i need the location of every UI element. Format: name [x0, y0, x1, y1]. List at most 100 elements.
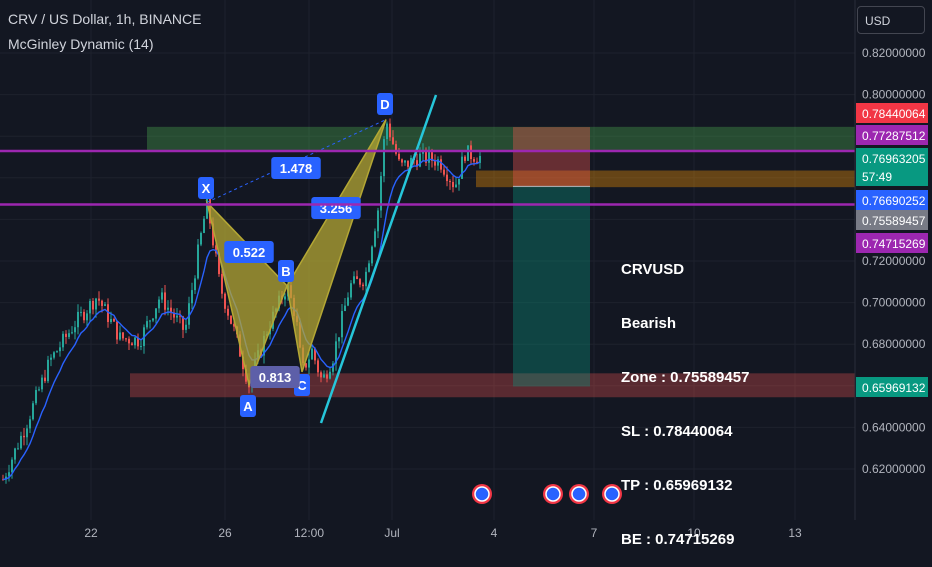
- candle-body: [329, 371, 331, 379]
- candle-body: [122, 332, 124, 339]
- candle-body: [359, 279, 361, 285]
- event-flag-inner: [571, 486, 587, 502]
- candle-body: [86, 313, 88, 321]
- candle-body: [473, 159, 475, 162]
- point-label-a: A: [243, 399, 253, 414]
- candle-body: [32, 403, 34, 420]
- ratio-label-bcd: 3.256: [320, 201, 353, 216]
- candle-body: [227, 308, 229, 316]
- candle-body: [89, 301, 91, 314]
- point-label-c: C: [297, 378, 307, 393]
- price-label: 0.76690252: [862, 194, 926, 208]
- point-label-x: X: [202, 181, 211, 196]
- candle-body: [395, 144, 397, 154]
- candle-body: [5, 476, 7, 480]
- candle-body: [56, 351, 58, 353]
- candle-body: [440, 159, 442, 170]
- candle-body: [44, 377, 46, 382]
- candle-body: [188, 303, 190, 325]
- candle-body: [416, 160, 418, 167]
- note-line: CRVUSD: [621, 261, 685, 278]
- candle-body: [95, 298, 97, 310]
- candle-body: [368, 263, 370, 272]
- price-label: 0.78440064: [862, 107, 926, 121]
- candle-body: [221, 274, 223, 294]
- candle-body: [341, 311, 343, 338]
- candle-body: [167, 307, 169, 310]
- candle-body: [392, 137, 394, 145]
- x-tick-label: 7: [591, 526, 598, 540]
- price-chart[interactable]: X A B C D 0.522 0.813 3.256 1.478 0.82000000 0.80…: [0, 0, 932, 550]
- candle-body: [182, 316, 184, 330]
- candle-body: [23, 435, 25, 438]
- candle-body: [17, 448, 19, 450]
- candle-body: [71, 332, 73, 334]
- price-label: 57:49: [862, 170, 892, 184]
- candle-body: [467, 145, 469, 161]
- candle-body: [338, 337, 340, 342]
- note-line: TP : 0.65969132: [621, 477, 733, 494]
- candle-body: [356, 276, 358, 280]
- candle-body: [326, 374, 328, 379]
- candle-body: [29, 419, 31, 429]
- x-tick-label: 12:00: [294, 526, 324, 540]
- price-label-bg: [856, 233, 928, 253]
- candle-body: [332, 363, 334, 372]
- candle-body: [38, 389, 40, 391]
- candle-body: [83, 311, 85, 321]
- candle-body: [98, 298, 100, 301]
- candle-body: [344, 305, 346, 312]
- price-label-bg: [856, 103, 928, 123]
- point-label-b-bg: [278, 260, 294, 282]
- indicator-legend[interactable]: McGinley Dynamic (14): [8, 36, 154, 52]
- pattern-triangle-xab: [205, 199, 288, 388]
- candle-body: [431, 152, 433, 161]
- candle-body: [191, 290, 193, 304]
- ratio-label-abc: 0.813: [259, 370, 292, 385]
- ratio-label-xad: 1.478: [280, 161, 313, 176]
- point-label-x-bg: [198, 177, 214, 199]
- candle-body: [362, 284, 364, 287]
- candle-body: [458, 178, 460, 185]
- x-tick-label: 10: [687, 526, 701, 540]
- candle-body: [161, 292, 163, 300]
- candle-body: [200, 232, 202, 245]
- candle-body: [305, 363, 307, 368]
- candle-body: [146, 321, 148, 328]
- candle-body: [35, 390, 37, 404]
- candle-body: [410, 157, 412, 167]
- candle-body: [455, 184, 457, 188]
- note-line: Bearish: [621, 315, 677, 332]
- candle-body: [446, 174, 448, 182]
- y-tick-label: 0.64000000: [862, 420, 926, 434]
- candle-body: [314, 348, 316, 361]
- candle-body: [374, 231, 376, 247]
- candle-body: [47, 359, 49, 382]
- y-tick-label: 0.68000000: [862, 337, 926, 351]
- point-label-d-bg: [377, 93, 393, 115]
- price-label: 0.75589457: [862, 214, 926, 228]
- event-markers: [472, 484, 622, 504]
- candle-body: [317, 360, 319, 373]
- candle-body: [443, 169, 445, 175]
- candle-body: [284, 296, 286, 300]
- candle-body: [206, 194, 208, 219]
- candle-body: [170, 307, 172, 313]
- candle-body: [185, 324, 187, 330]
- trade-note: CRVUSD Bearish Zone : 0.75589457 SL : 0.…: [621, 225, 749, 567]
- candle-body: [128, 338, 130, 344]
- x-tick-label: 22: [84, 526, 98, 540]
- currency-button[interactable]: USD: [857, 6, 925, 34]
- candle-body: [155, 308, 157, 319]
- ratio-label-bcd-bg: [311, 197, 361, 219]
- price-label-bg: [856, 210, 928, 230]
- candle-body: [350, 283, 352, 298]
- event-flag-inner: [604, 486, 620, 502]
- candle-body: [434, 160, 436, 166]
- candle-body: [479, 155, 481, 163]
- candle-body: [137, 337, 139, 347]
- candle-body: [407, 160, 409, 167]
- trendline: [319, 94, 438, 424]
- candle-body: [41, 377, 43, 390]
- price-axis: 0.820000000.800000000.780000000.76000000…: [854, 0, 928, 520]
